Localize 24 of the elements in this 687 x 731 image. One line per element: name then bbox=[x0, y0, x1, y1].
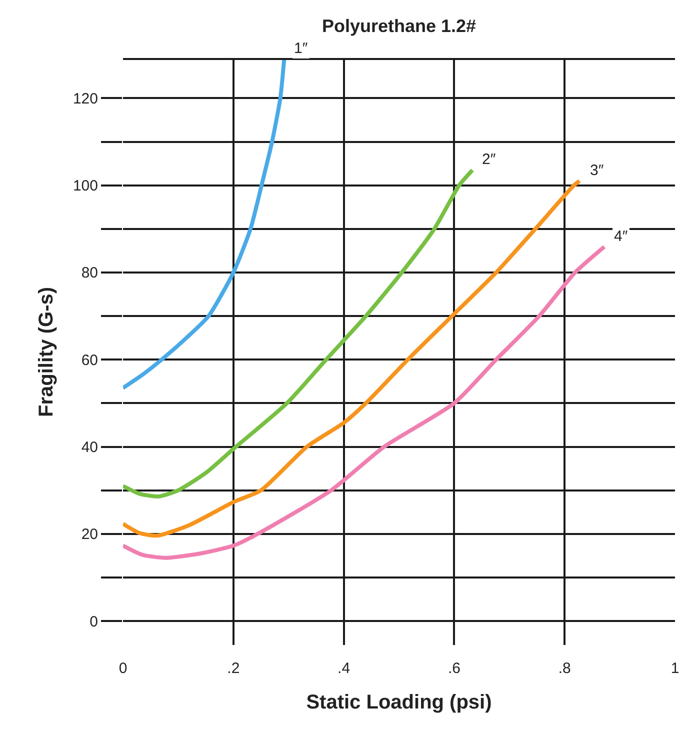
x-axis-title: Static Loading (psi) bbox=[306, 692, 492, 714]
series-label: 1″ bbox=[294, 40, 308, 57]
x-tick-label: .6 bbox=[448, 660, 460, 677]
x-tick-label: .8 bbox=[558, 660, 571, 677]
y-tick-label: 0 bbox=[90, 613, 98, 630]
y-axis-title: Fragility (G-s) bbox=[35, 286, 58, 418]
line-series bbox=[123, 244, 606, 560]
line-series bbox=[123, 178, 582, 538]
chart-title: Polyurethane 1.2# bbox=[322, 16, 476, 36]
y-tick-label: 40 bbox=[81, 439, 98, 456]
y-tick-label: 100 bbox=[72, 178, 98, 195]
y-tick-label: 60 bbox=[81, 352, 98, 369]
x-tick-label: .4 bbox=[338, 660, 350, 677]
series-label: 2″ bbox=[482, 151, 496, 168]
line-series bbox=[123, 168, 474, 498]
line-series bbox=[123, 59, 286, 390]
x-tick-label: 1 bbox=[670, 660, 680, 677]
x-tick-label: .2 bbox=[227, 660, 240, 677]
x-tick-label: 0 bbox=[118, 660, 128, 677]
series-label: 3″ bbox=[590, 162, 604, 179]
series-label: 4″ bbox=[614, 228, 628, 245]
y-tick-label: 80 bbox=[81, 264, 98, 282]
y-tick-label: 20 bbox=[81, 526, 98, 544]
y-tick-label: 120 bbox=[72, 90, 98, 108]
